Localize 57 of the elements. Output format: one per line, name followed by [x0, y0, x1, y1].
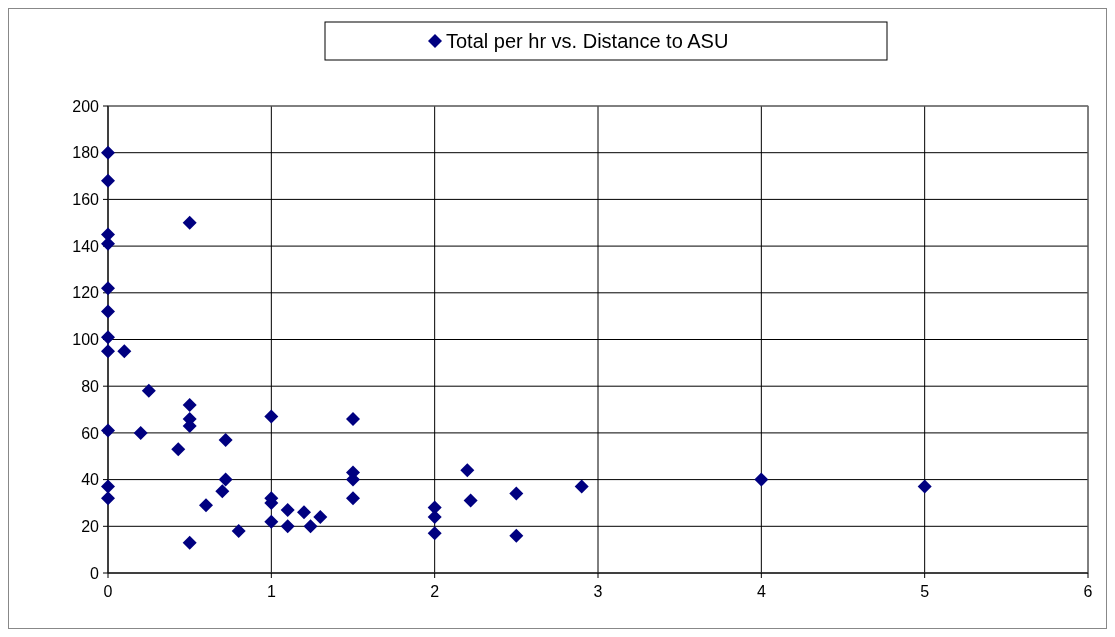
y-tick-label: 60 — [81, 424, 100, 442]
point — [264, 514, 279, 529]
point — [754, 472, 769, 487]
y-tick-label: 120 — [72, 284, 100, 302]
point — [215, 484, 230, 499]
point — [101, 491, 115, 506]
point — [463, 493, 478, 508]
point — [346, 411, 360, 426]
point — [264, 409, 279, 424]
x-tick-label: 6 — [1083, 583, 1093, 600]
point — [509, 486, 524, 501]
point — [101, 173, 115, 188]
point — [218, 432, 233, 447]
y-tick-label: 0 — [90, 564, 100, 582]
point — [117, 344, 132, 359]
x-tick-label: 3 — [593, 583, 603, 600]
point — [427, 526, 442, 541]
y-tick-label: 100 — [72, 331, 100, 349]
x-tick-label: 1 — [266, 583, 276, 600]
point — [280, 519, 295, 534]
point — [303, 519, 318, 534]
point — [101, 330, 115, 345]
x-tick-label: 2 — [430, 583, 440, 600]
point — [199, 498, 213, 513]
y-tick-label: 140 — [72, 237, 100, 255]
point — [101, 423, 115, 438]
legend-label: Total per hr vs. Distance to ASU — [446, 30, 729, 52]
point — [297, 505, 311, 520]
point — [101, 145, 115, 160]
x-tick-label: 4 — [756, 583, 766, 600]
point — [133, 425, 148, 440]
point — [182, 535, 197, 550]
point — [101, 304, 115, 319]
point — [182, 215, 197, 230]
x-tick-label: 0 — [103, 583, 113, 600]
point — [171, 442, 186, 457]
y-tick-label: 20 — [81, 517, 100, 535]
point — [182, 397, 197, 412]
point — [313, 509, 328, 524]
point — [574, 479, 589, 494]
point — [218, 472, 233, 487]
point — [101, 281, 115, 296]
point — [101, 479, 115, 494]
point — [141, 383, 156, 398]
point — [460, 463, 475, 478]
y-tick-label: 80 — [81, 377, 100, 395]
point — [917, 479, 932, 494]
point — [346, 491, 360, 506]
y-tick-label: 180 — [72, 144, 100, 162]
y-tick-label: 40 — [81, 471, 100, 489]
y-tick-label: 200 — [72, 97, 100, 115]
point — [509, 528, 524, 543]
y-tick-label: 160 — [72, 191, 100, 208]
point — [231, 523, 246, 538]
x-tick-label: 5 — [920, 583, 930, 600]
point — [101, 344, 115, 359]
point — [280, 502, 295, 517]
